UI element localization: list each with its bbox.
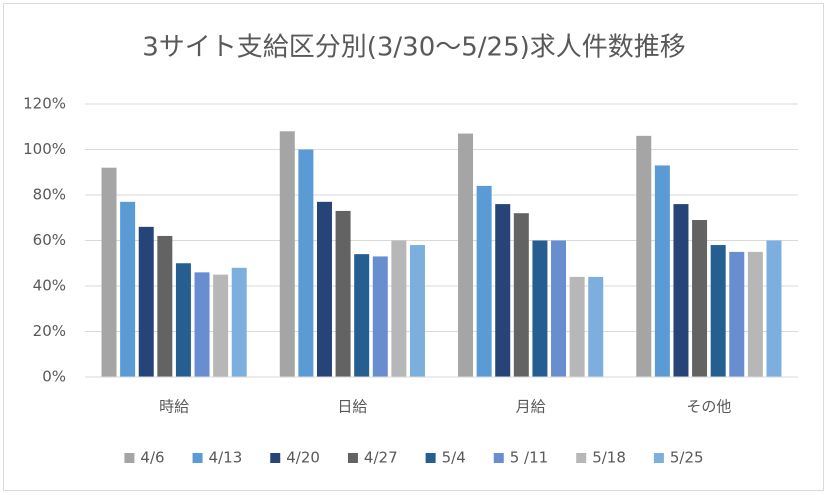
legend-label: 4/20 [286,449,320,467]
bar [194,272,210,377]
legend-marker [425,453,436,463]
x-tick-label: その他 [686,398,731,416]
bar [157,235,173,377]
bar [569,276,585,377]
bar [673,204,689,377]
legend-label: 5 /11 [510,449,548,467]
bar [316,201,332,377]
bar [279,131,295,377]
y-tick-label: 20% [33,322,66,340]
bar [120,201,136,377]
legend-label: 5/4 [442,449,466,467]
y-tick-label: 60% [33,231,66,249]
legend-label: 4/13 [209,449,243,467]
bar [476,185,492,377]
chart-title: 3サイト支給区分別(3/30〜5/25)求人件数推移 [142,33,686,63]
y-tick-label: 40% [33,277,66,295]
legend-label: 5/25 [670,449,704,467]
legend-marker [576,453,587,463]
x-tick-label: 月給 [516,398,546,416]
bar [138,226,154,377]
bar [354,254,370,377]
bar [588,276,604,377]
y-tick-label: 80% [33,186,66,204]
legend-label: 5/18 [592,449,626,467]
legend-label: 4/6 [140,449,164,467]
legend-marker [347,453,358,463]
legend-marker [493,453,504,463]
bar [654,165,670,377]
bar [335,210,351,377]
bar [391,240,407,377]
x-tick-label: 時給 [159,398,189,416]
legend-marker [270,453,281,463]
legend-marker [653,453,664,463]
bar [692,220,708,377]
x-tick-label: 日給 [337,398,367,416]
bar [636,135,652,377]
legend-marker [192,453,203,463]
bar [409,245,425,377]
bar [175,263,191,377]
bar [551,240,567,377]
legend-label: 4/27 [364,449,398,467]
bar [747,251,763,377]
bar [513,213,529,377]
bar [101,167,117,377]
bar [710,245,726,377]
bar [372,256,388,377]
bar [532,240,548,377]
y-tick-label: 100% [23,140,66,158]
bar [298,149,314,377]
bar [458,133,474,377]
y-tick-label: 120% [23,95,66,113]
legend-marker [124,453,135,463]
bar [231,267,247,377]
y-tick-label: 0% [42,368,66,386]
bar [729,251,745,377]
bar [495,204,511,377]
bar [766,240,782,377]
bar [213,274,229,377]
